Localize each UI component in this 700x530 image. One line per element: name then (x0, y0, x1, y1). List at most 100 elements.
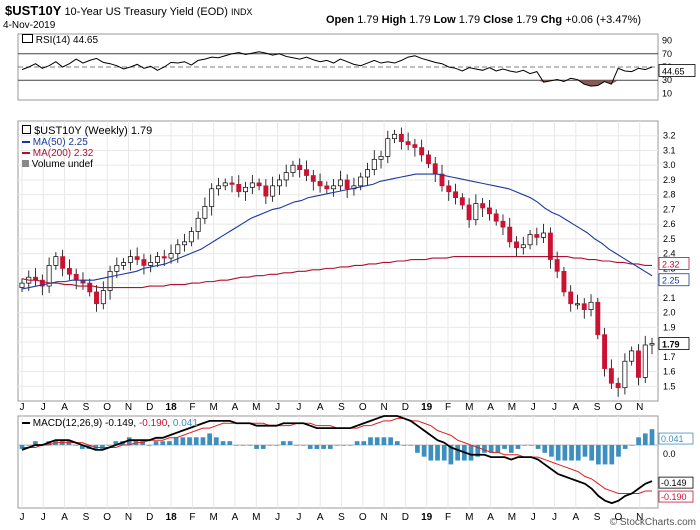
month-label: 19 (421, 402, 433, 413)
macd-tick-label: 0.0 (663, 449, 676, 459)
month-label: A (487, 512, 494, 523)
price-tick-label: 2.9 (663, 175, 676, 185)
rsi-last-box (658, 64, 696, 77)
candle-up (155, 256, 160, 263)
volume-legend-item: Volume undef (22, 159, 152, 170)
candle-up (182, 241, 188, 246)
month-label: J (20, 402, 25, 413)
macd-histogram-bar (582, 445, 588, 457)
candle-down (141, 259, 147, 266)
price-tick-label: 1.6 (663, 367, 676, 377)
macd-histogram-bar (616, 445, 621, 457)
macd-histogram-bar (455, 445, 460, 461)
month-label: J (20, 512, 25, 523)
candle-up (46, 265, 52, 287)
macd-histogram-bar (421, 445, 427, 457)
symbol: $UST10Y (5, 3, 62, 18)
month-label: J (41, 512, 46, 523)
candle-down (419, 147, 425, 156)
macd-histogram-bar (106, 445, 112, 446)
candle-up (385, 138, 391, 157)
month-label: 19 (421, 512, 433, 523)
macd-histogram-bar (287, 441, 293, 446)
ma200-last-box (658, 257, 690, 270)
price-last-box (658, 337, 690, 350)
price-tick-label: 2.1 (663, 293, 676, 303)
low-label: Low (433, 14, 456, 26)
candle-down (514, 241, 519, 249)
price-tick-label: 1.7 (663, 352, 676, 362)
candle-down (236, 184, 242, 193)
macd-histogram-bar (274, 445, 280, 446)
macd-histogram-bar (240, 445, 246, 446)
rsi-tick-label: 90 (662, 36, 672, 46)
candle-down (493, 213, 499, 222)
macd-histogram-bar (388, 437, 393, 446)
candle-up (365, 169, 370, 178)
macd-histogram-bar (368, 437, 373, 446)
month-label: A (232, 402, 239, 413)
exchange: INDX (230, 7, 253, 17)
price-tick-label: 2.7 (663, 204, 676, 214)
low-value: 1.79 (458, 14, 481, 26)
month-label: O (615, 402, 623, 413)
volume-legend-marker (22, 160, 29, 167)
rsi-tick-label: 30 (662, 75, 672, 85)
macd-histogram-bar (193, 437, 199, 446)
month-label: J (275, 512, 280, 523)
month-label: D (146, 512, 153, 523)
candle-up (114, 265, 120, 272)
month-label: J (296, 402, 301, 413)
candle-down (554, 259, 560, 272)
month-label: J (552, 402, 557, 413)
candle-down (439, 173, 445, 187)
macd-histogram-bar (214, 437, 219, 446)
month-label: M (252, 512, 260, 523)
candle-down (94, 291, 99, 305)
macd-histogram-bar (341, 445, 347, 446)
month-label: J (552, 512, 557, 523)
price-tick-label: 2.0 (663, 308, 676, 318)
month-label: J (41, 402, 46, 413)
candle-down (60, 256, 66, 269)
macd-macd-box (658, 476, 694, 489)
candle-up (270, 185, 276, 197)
month-label: S (594, 512, 601, 523)
candle-up (371, 158, 377, 170)
price-legend-marker (22, 125, 31, 134)
macd-histogram-bar (535, 445, 541, 449)
macd-histogram-bar (408, 445, 414, 446)
month-label: M (252, 402, 260, 413)
candle-down (432, 163, 438, 175)
macd-histogram-bar (495, 445, 501, 453)
candle-up (188, 231, 194, 243)
chg-label: Chg (540, 14, 563, 26)
macd-histogram-bar (173, 437, 179, 446)
candle-down (581, 303, 587, 310)
open-label: Open (326, 14, 355, 26)
ma200-legend-marker (22, 152, 30, 155)
candle-down (344, 179, 350, 190)
candle-up (216, 185, 221, 190)
month-label: F (445, 512, 451, 523)
candle-up (290, 164, 296, 173)
macd-histogram-bar (622, 445, 628, 449)
month-label: A (61, 402, 68, 413)
macd-signal-box (658, 490, 694, 503)
macd-histogram-bar (649, 429, 655, 446)
month-label: S (338, 512, 345, 523)
macd-histogram-bar (515, 445, 521, 449)
price-last-label: 1.79 (662, 340, 680, 350)
candle-up (243, 186, 248, 193)
macd-histogram-bar (200, 437, 206, 446)
ma200-line (21, 256, 652, 289)
macd-hist-box (658, 432, 694, 445)
ma50-legend-item: MA(50) 2.25 (22, 137, 152, 148)
candle-down (500, 220, 506, 228)
month-label: D (402, 512, 409, 523)
macd-panel (17, 415, 659, 509)
month-label: N (380, 402, 387, 413)
candle-down (405, 141, 411, 145)
month-label: A (232, 512, 239, 523)
macd-histogram-bar (374, 437, 380, 446)
